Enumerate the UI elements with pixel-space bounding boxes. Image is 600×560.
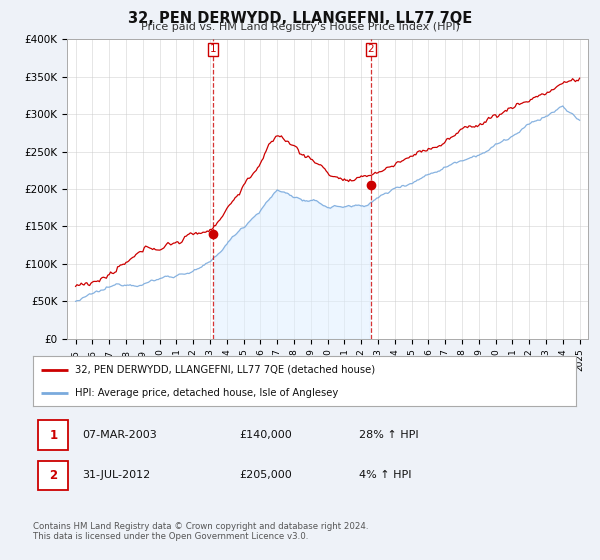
Text: 32, PEN DERWYDD, LLANGEFNI, LL77 7QE: 32, PEN DERWYDD, LLANGEFNI, LL77 7QE <box>128 11 472 26</box>
Text: This data is licensed under the Open Government Licence v3.0.: This data is licensed under the Open Gov… <box>33 532 308 541</box>
Text: 07-MAR-2003: 07-MAR-2003 <box>82 430 157 440</box>
Text: £140,000: £140,000 <box>239 430 292 440</box>
Text: 4% ↑ HPI: 4% ↑ HPI <box>359 470 412 480</box>
Text: 28% ↑ HPI: 28% ↑ HPI <box>359 430 418 440</box>
Text: 31-JUL-2012: 31-JUL-2012 <box>82 470 150 480</box>
Text: 1: 1 <box>49 428 58 442</box>
Text: £205,000: £205,000 <box>239 470 292 480</box>
Text: 1: 1 <box>209 44 216 54</box>
Text: 32, PEN DERWYDD, LLANGEFNI, LL77 7QE (detached house): 32, PEN DERWYDD, LLANGEFNI, LL77 7QE (de… <box>76 365 376 375</box>
FancyBboxPatch shape <box>38 421 68 450</box>
Text: 2: 2 <box>368 44 374 54</box>
Text: Price paid vs. HM Land Registry's House Price Index (HPI): Price paid vs. HM Land Registry's House … <box>140 22 460 32</box>
Text: Contains HM Land Registry data © Crown copyright and database right 2024.: Contains HM Land Registry data © Crown c… <box>33 522 368 531</box>
FancyBboxPatch shape <box>38 460 68 490</box>
Text: HPI: Average price, detached house, Isle of Anglesey: HPI: Average price, detached house, Isle… <box>76 389 338 398</box>
Text: 2: 2 <box>49 469 58 482</box>
